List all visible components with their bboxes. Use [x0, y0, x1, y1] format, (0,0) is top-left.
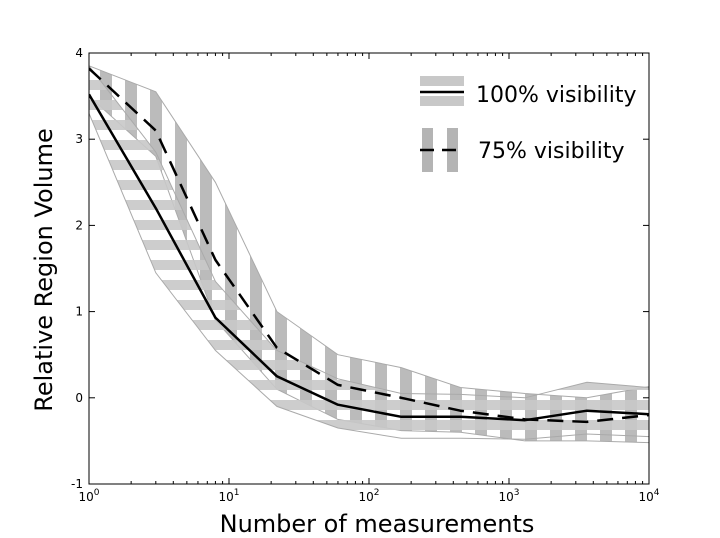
y-tick-label: 0: [75, 391, 83, 405]
legend: 100% visibility 75% visibility: [420, 76, 637, 172]
series-line-100-visibility: [89, 93, 649, 422]
confidence-bands: [89, 65, 649, 444]
x-tick-label: 103: [498, 488, 519, 504]
x-tick-label: 100: [78, 488, 99, 504]
y-tick-label: 2: [75, 218, 83, 232]
x-axis-label: Number of measurements: [220, 510, 535, 538]
band-upper-edge-100-visibility: [89, 65, 649, 399]
x-tick-label: 104: [638, 488, 659, 504]
y-axis-ticks: -1 0 1 2 3 4: [71, 46, 649, 491]
y-tick-label: 1: [75, 305, 83, 319]
y-tick-label: 3: [75, 132, 83, 146]
y-axis-label: Relative Region Volume: [30, 128, 58, 411]
y-tick-label: -1: [71, 477, 83, 491]
legend-swatch-75-visibility: [420, 128, 464, 172]
legend-swatch-100-visibility: [420, 76, 464, 106]
series-line-75-visibility: [89, 67, 649, 424]
x-axis-ticks: 100 101 102 103 104: [78, 53, 660, 504]
band-100-visibility: [89, 65, 649, 440]
series-lines: [89, 67, 649, 424]
legend-label-100-visibility: 100% visibility: [476, 83, 637, 108]
band-lower-edge-100-visibility: [89, 113, 649, 440]
x-tick-label: 102: [358, 488, 379, 504]
x-tick-label: 101: [218, 488, 239, 504]
legend-label-75-visibility: 75% visibility: [478, 139, 625, 164]
y-tick-label: 4: [75, 46, 83, 60]
